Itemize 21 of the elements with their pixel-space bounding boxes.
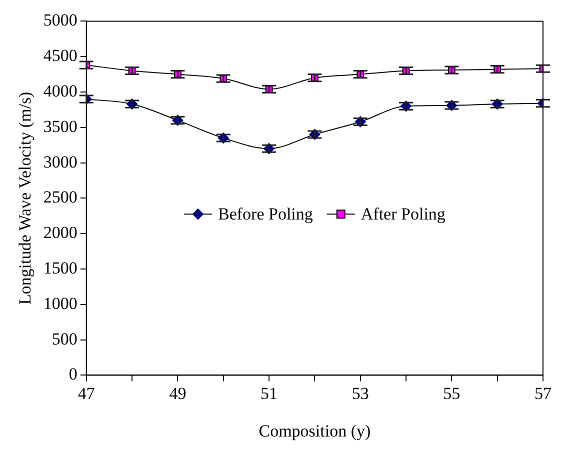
x-tick-label: 51: [260, 384, 278, 403]
x-axis-title: Composition (y): [258, 421, 371, 440]
x-tick-label: 49: [169, 384, 186, 403]
y-tick-label: 4500: [43, 46, 78, 66]
y-tick-label: 3000: [43, 152, 78, 172]
x-tick-label: 55: [443, 384, 460, 403]
y-tick-label: 0: [68, 364, 78, 384]
y-tick-label: 1000: [43, 294, 78, 313]
x-tick-label: 47: [78, 384, 96, 403]
y-tick-label: 500: [52, 329, 78, 348]
y-tick-label: 2500: [43, 188, 78, 207]
y-tick-label: 1500: [43, 258, 78, 278]
legend-label: Before Poling: [218, 204, 314, 224]
x-tick-label: 57: [534, 384, 552, 403]
y-tick-label: 4000: [43, 81, 78, 100]
x-tick-label: 53: [352, 384, 369, 403]
y-tick-label: 5000: [43, 10, 78, 30]
legend-label: After Poling: [360, 204, 446, 224]
y-tick-label: 3500: [43, 116, 78, 136]
y-tick-label: 2000: [43, 223, 78, 242]
y-axis-title: Longitude Wave Velocity (m/s): [16, 92, 35, 305]
